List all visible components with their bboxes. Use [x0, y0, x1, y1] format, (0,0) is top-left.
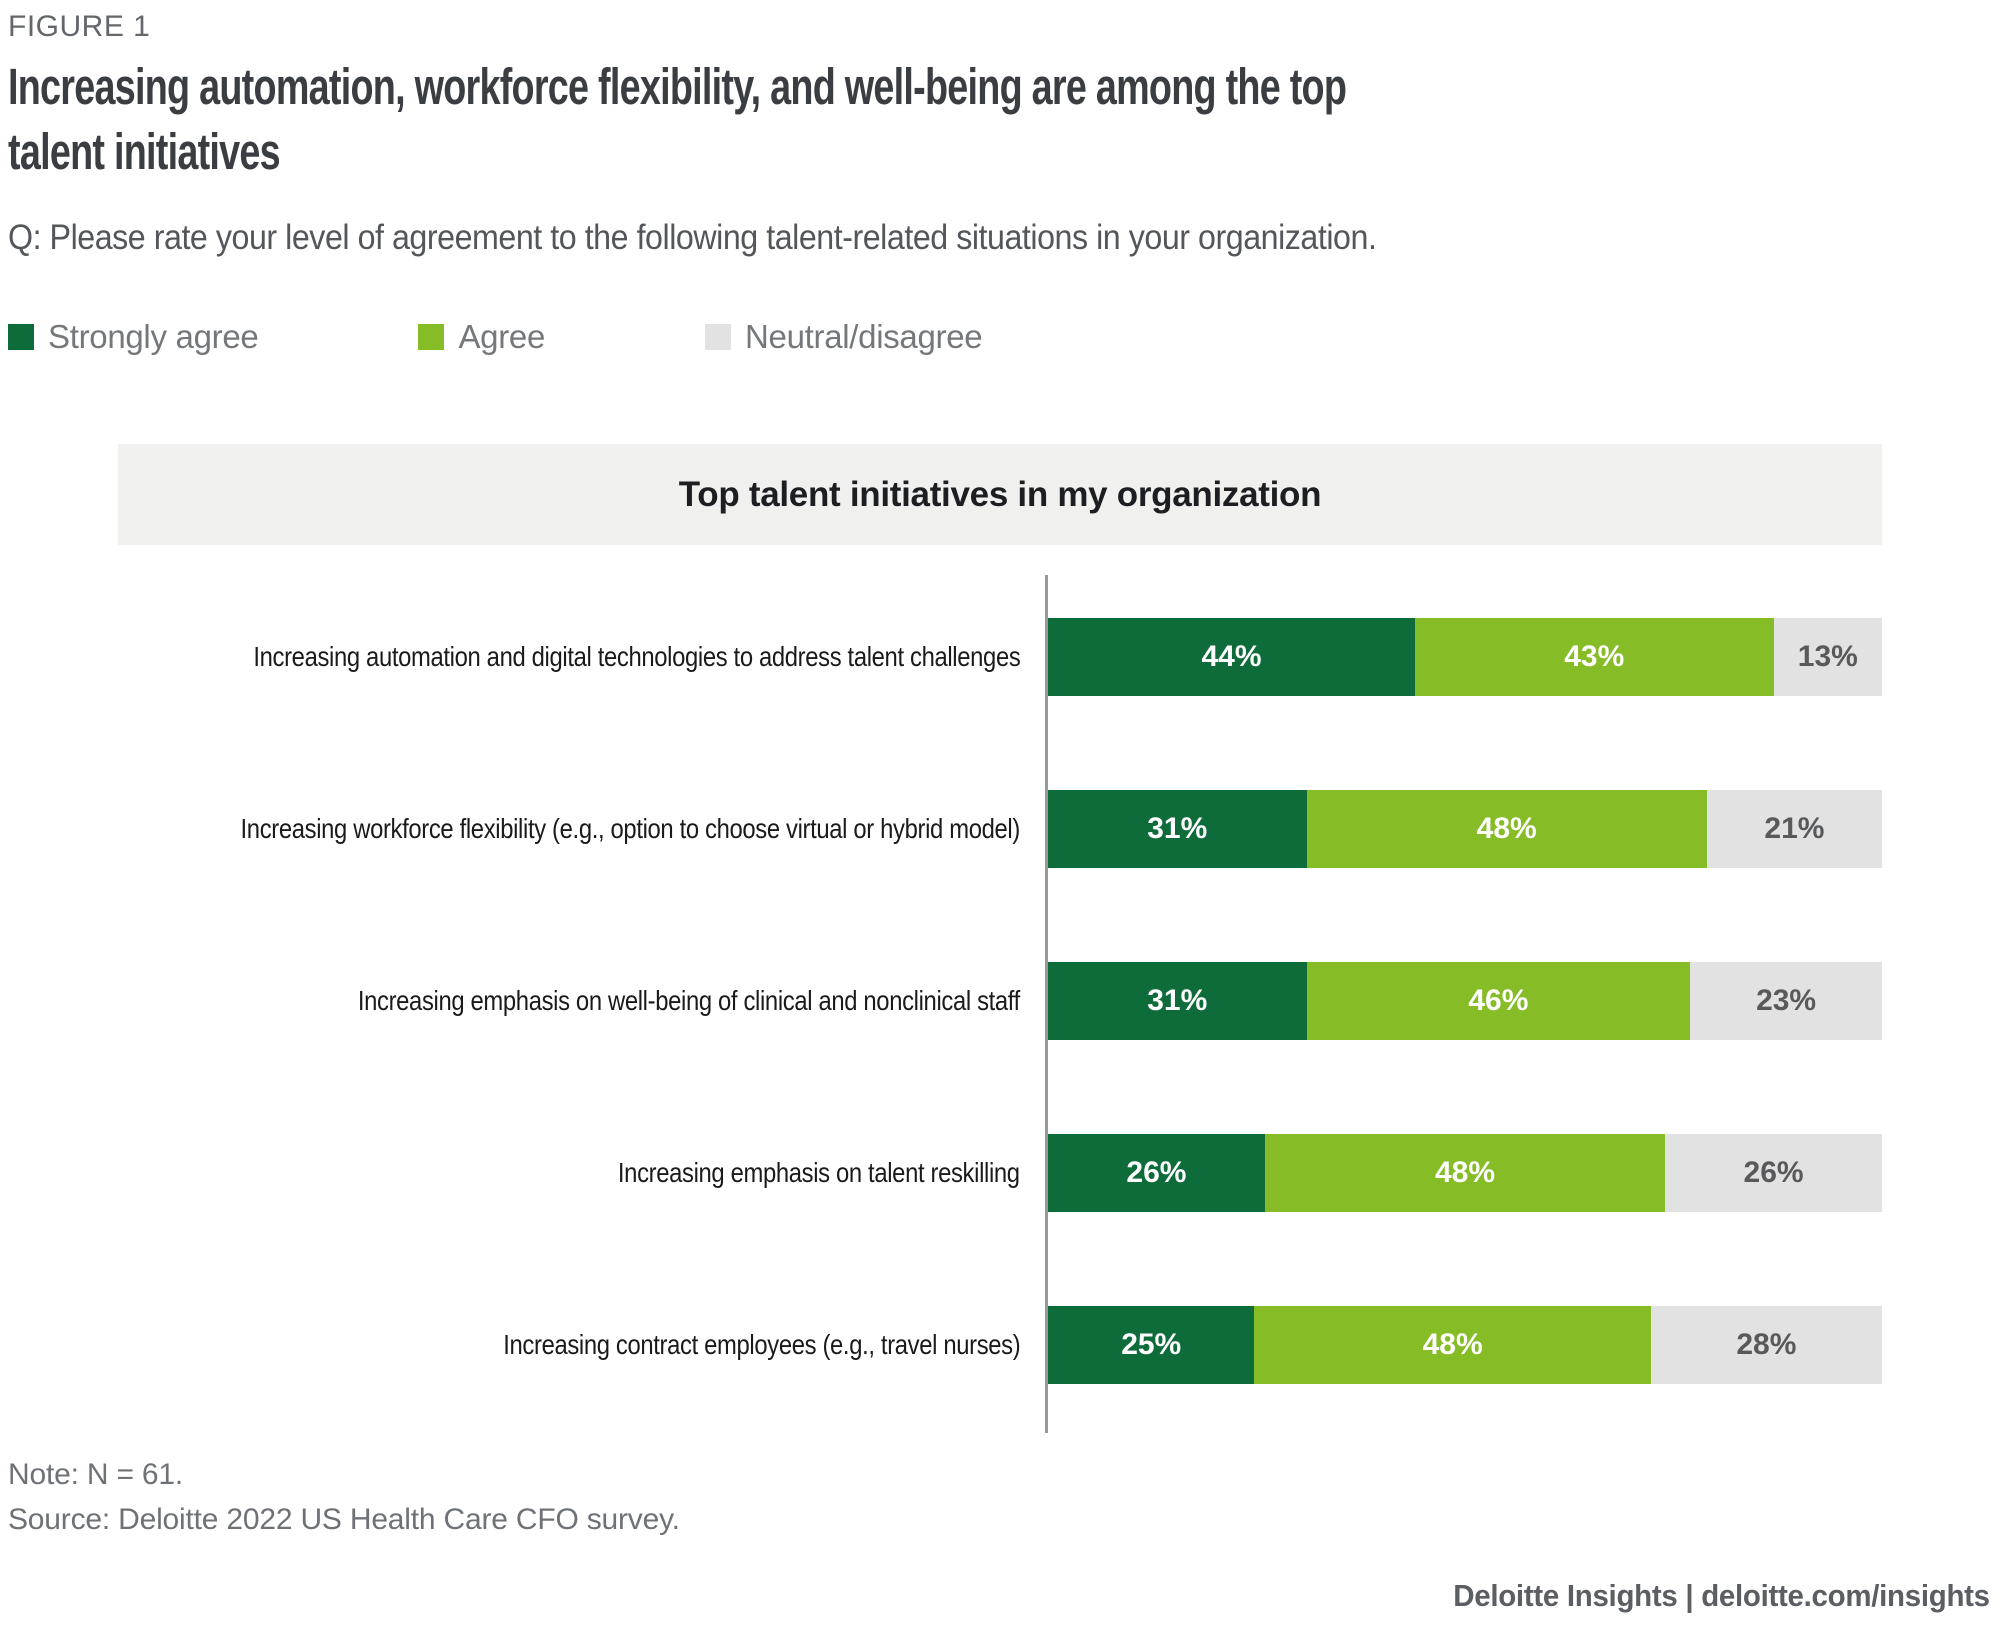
legend-swatch-neutral-disagree-icon [705, 324, 731, 350]
chart-row: Increasing workforce flexibility (e.g., … [0, 790, 1882, 868]
stacked-bar: 25% 48% 28% [1048, 1306, 1882, 1384]
note-text: Note: N = 61. [8, 1458, 183, 1491]
legend-label: Strongly agree [48, 318, 259, 355]
bar-segment-neutral-disagree: 23% [1690, 962, 1882, 1040]
stacked-bar: 26% 48% 26% [1048, 1134, 1882, 1212]
bar-value-label: 48% [1434, 1156, 1496, 1189]
bar-value-label: 13% [1797, 640, 1858, 673]
legend-swatch-strongly-agree-icon [8, 324, 34, 350]
bar-value-label: 21% [1764, 812, 1825, 845]
legend-label: Neutral/disagree [745, 318, 983, 355]
bar-segment-strongly-agree: 26% [1048, 1134, 1265, 1212]
category-label: Increasing automation and digital techno… [252, 641, 1020, 672]
chart-axis-line [1045, 575, 1048, 1433]
legend-item-neutral-disagree: Neutral/disagree [705, 318, 983, 356]
bar-segment-agree: 46% [1306, 962, 1691, 1040]
bar-value-label: 48% [1422, 1328, 1483, 1361]
bar-segment-strongly-agree: 25% [1048, 1306, 1255, 1384]
bar-segment-neutral-disagree: 26% [1665, 1134, 1882, 1212]
bar-value-label: 43% [1564, 640, 1625, 673]
bar-segment-agree: 48% [1264, 1134, 1666, 1212]
figure-label: FIGURE 1 [8, 10, 151, 43]
bar-segment-agree: 43% [1414, 618, 1774, 696]
page-title: Increasing automation, workforce flexibi… [8, 54, 1347, 185]
stacked-bar: 44% 43% 13% [1048, 618, 1882, 696]
chart-legend: Strongly agree Agree Neutral/disagree [8, 318, 983, 356]
chart-row: Increasing emphasis on talent reskilling… [0, 1134, 1882, 1212]
legend-swatch-agree-icon [418, 324, 445, 350]
title-line-1: Increasing automation, workforce flexibi… [8, 58, 1347, 115]
source-text: Source: Deloitte 2022 US Health Care CFO… [8, 1503, 680, 1536]
category-label: Increasing emphasis on well-being of cli… [357, 985, 1020, 1016]
bar-value-label: 31% [1147, 812, 1208, 845]
bar-value-label: 31% [1147, 984, 1208, 1017]
bar-value-label: 23% [1756, 984, 1817, 1017]
bar-value-label: 25% [1121, 1328, 1182, 1361]
bar-value-label: 26% [1743, 1156, 1804, 1189]
chart-row: Increasing emphasis on well-being of cli… [0, 962, 1882, 1040]
deloitte-insights-footer: Deloitte Insights | deloitte.com/insight… [1453, 1578, 1990, 1613]
legend-item-agree: Agree [418, 318, 545, 356]
bar-segment-strongly-agree: 31% [1048, 962, 1307, 1040]
bar-segment-neutral-disagree: 13% [1773, 618, 1882, 696]
bar-segment-agree: 48% [1306, 790, 1707, 868]
bar-segment-neutral-disagree: 21% [1706, 790, 1882, 868]
bar-value-label: 46% [1468, 984, 1529, 1017]
stacked-bar: 31% 46% 23% [1048, 962, 1882, 1040]
category-label: Increasing emphasis on talent reskilling [618, 1157, 1020, 1188]
survey-question: Q: Please rate your level of agreement t… [8, 218, 1377, 257]
legend-item-strongly-agree: Strongly agree [8, 318, 259, 356]
bar-value-label: 44% [1201, 640, 1262, 673]
bar-segment-strongly-agree: 31% [1048, 790, 1307, 868]
legend-label: Agree [458, 318, 545, 355]
chart-title: Top talent initiatives in my organizatio… [678, 474, 1322, 514]
category-label: Increasing contract employees (e.g., tra… [502, 1329, 1020, 1360]
bar-segment-agree: 48% [1254, 1306, 1651, 1384]
chart-row: Increasing contract employees (e.g., tra… [0, 1306, 1882, 1384]
bar-value-label: 26% [1126, 1156, 1187, 1189]
bar-value-label: 48% [1476, 812, 1537, 845]
title-line-2: talent initiatives [8, 123, 281, 181]
bar-value-label: 28% [1736, 1328, 1797, 1361]
category-label: Increasing workforce flexibility (e.g., … [240, 813, 1021, 844]
bar-segment-strongly-agree: 44% [1048, 618, 1415, 696]
chart-notes: Note: N = 61. Source: Deloitte 2022 US H… [8, 1452, 680, 1542]
bar-segment-neutral-disagree: 28% [1650, 1306, 1882, 1384]
chart-header-band: Top talent initiatives in my organizatio… [118, 444, 1882, 545]
chart-row: Increasing automation and digital techno… [0, 618, 1882, 696]
stacked-bar: 31% 48% 21% [1048, 790, 1882, 868]
